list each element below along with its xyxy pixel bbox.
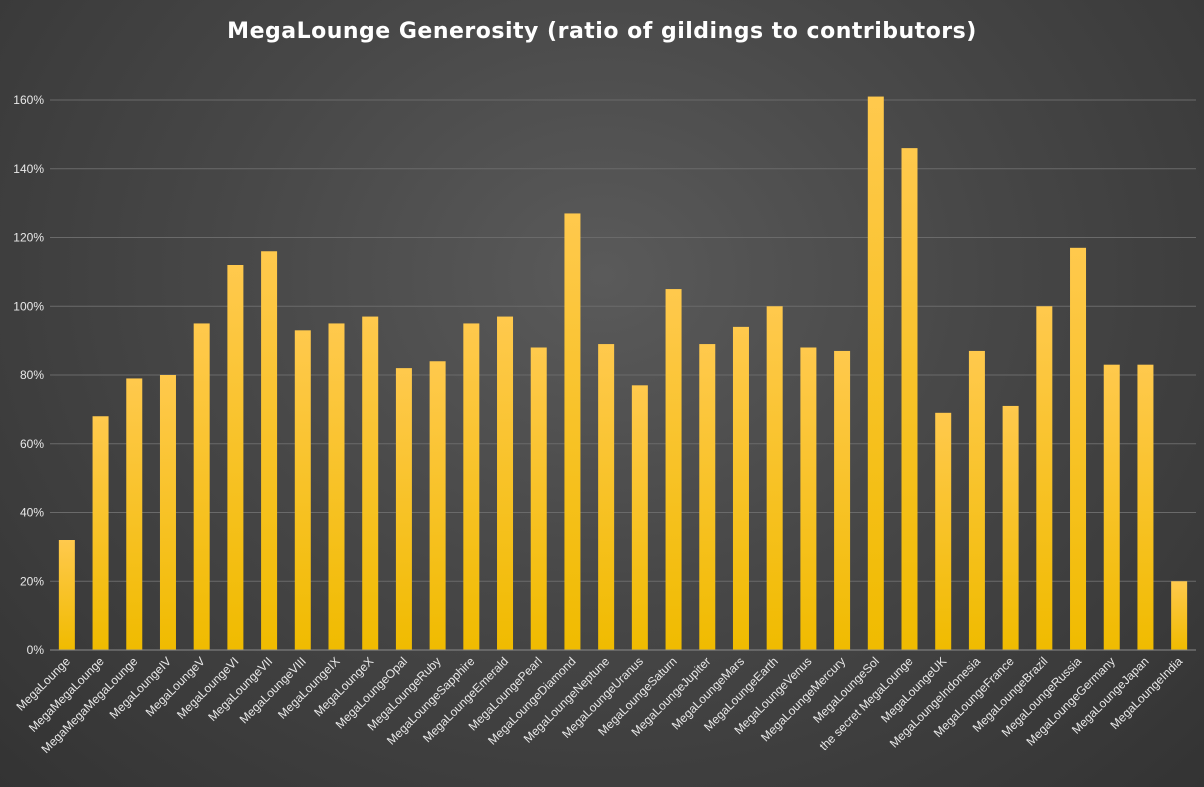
bar <box>294 330 311 650</box>
bar <box>261 251 278 650</box>
bar <box>463 323 480 650</box>
y-tick-label: 160% <box>13 93 44 107</box>
y-tick-label: 60% <box>20 437 44 451</box>
bar <box>395 368 412 650</box>
bar <box>497 316 514 650</box>
bar <box>935 412 952 650</box>
y-tick-label: 80% <box>20 368 44 382</box>
bar <box>699 344 716 650</box>
gridlines <box>50 99 1196 582</box>
bar <box>1137 364 1154 650</box>
bar <box>58 540 75 650</box>
bar <box>766 306 783 650</box>
bar <box>92 416 109 650</box>
bars <box>58 96 1188 650</box>
bar <box>328 323 345 650</box>
x-axis-category-labels: MegaLoungeMegaMegaLoungeMegaMegaMegaLoun… <box>14 654 1186 756</box>
bar <box>800 347 817 650</box>
bar <box>193 323 210 650</box>
y-tick-label: 0% <box>27 643 45 657</box>
bar <box>1171 581 1188 650</box>
bar <box>429 361 446 650</box>
bar <box>1103 364 1120 650</box>
bar <box>732 326 749 650</box>
y-tick-label: 100% <box>13 299 44 313</box>
y-tick-label: 120% <box>13 231 44 245</box>
bar <box>901 148 918 650</box>
bar <box>665 289 682 650</box>
bar <box>362 316 379 650</box>
bar <box>834 350 851 650</box>
y-tick-label: 40% <box>20 506 44 520</box>
bar <box>968 350 985 650</box>
bar <box>1036 306 1053 650</box>
bar <box>530 347 547 650</box>
bar <box>631 385 648 650</box>
bar <box>564 213 581 650</box>
bar <box>1070 247 1087 650</box>
bar <box>598 344 615 650</box>
bar <box>867 96 884 650</box>
y-axis-ticks: 0% 20% 40% 60% 80% 100% 120% 140% 160% <box>13 93 44 657</box>
bar <box>227 265 244 650</box>
bar <box>1002 405 1019 650</box>
bar <box>159 375 176 650</box>
chart-title: MegaLounge Generosity (ratio of gildings… <box>227 19 977 44</box>
y-tick-label: 20% <box>20 574 44 588</box>
bar <box>126 378 143 650</box>
y-tick-label: 140% <box>13 162 44 176</box>
